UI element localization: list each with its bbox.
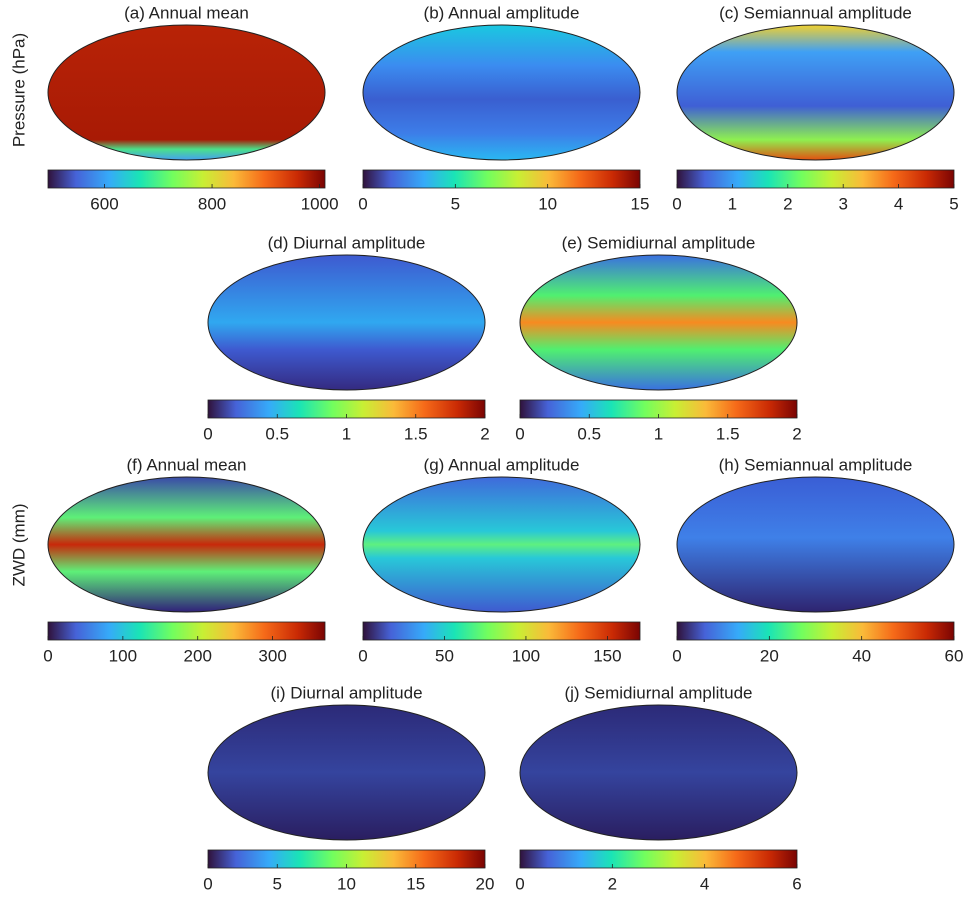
panel-title: (h) Semiannual amplitude <box>719 455 913 474</box>
panel-title: (f) Annual mean <box>126 455 246 474</box>
panel-title: (g) Annual amplitude <box>424 455 580 474</box>
colorbar-tick-label: 3 <box>838 194 847 213</box>
colorbar-tick-label: 4 <box>894 194 903 213</box>
colorbar-tick-label: 40 <box>852 646 871 665</box>
map <box>676 24 955 161</box>
colorbar-tick-label: 1000 <box>301 194 339 213</box>
colorbar-tick-label: 5 <box>451 194 460 213</box>
map <box>519 704 798 841</box>
colorbar <box>676 621 955 641</box>
colorbar-tick-label: 300 <box>258 646 286 665</box>
map <box>207 704 486 841</box>
map <box>47 476 326 613</box>
colorbar-tick-label: 0 <box>358 194 367 213</box>
panel-title: (b) Annual amplitude <box>424 3 580 22</box>
colorbar-tick-label: 5 <box>273 874 282 893</box>
colorbar-tick-label: 4 <box>700 874 709 893</box>
colorbar-tick-label: 100 <box>512 646 540 665</box>
colorbar-tick-label: 100 <box>109 646 137 665</box>
colorbar-tick-label: 6 <box>792 874 801 893</box>
colorbar-tick-label: 10 <box>538 194 557 213</box>
colorbar-tick-label: 2 <box>480 424 489 443</box>
colorbar-tick-label: 800 <box>198 194 226 213</box>
panel-title: (e) Semidiurnal amplitude <box>562 233 756 252</box>
colorbar-tick-label: 0 <box>203 424 212 443</box>
row-label: ZWD (mm) <box>9 503 28 586</box>
colorbar <box>519 849 798 869</box>
colorbar <box>362 169 641 189</box>
colorbar-tick-label: 150 <box>593 646 621 665</box>
colorbar-tick-label: 2 <box>792 424 801 443</box>
colorbar-tick-label: 60 <box>945 646 964 665</box>
colorbar-tick-label: 1 <box>342 424 351 443</box>
colorbar-tick-label: 600 <box>90 194 118 213</box>
row-label: Pressure (hPa) <box>9 33 28 147</box>
colorbar-tick-label: 0 <box>358 646 367 665</box>
colorbar-tick-label: 2 <box>783 194 792 213</box>
colorbar-tick-label: 1.5 <box>404 424 428 443</box>
colorbar-tick-label: 1 <box>654 424 663 443</box>
colorbar-tick-label: 15 <box>406 874 425 893</box>
map <box>207 254 486 391</box>
colorbar-tick-label: 0.5 <box>265 424 289 443</box>
colorbar-tick-label: 0 <box>515 874 524 893</box>
map <box>47 24 326 161</box>
colorbar <box>47 169 326 189</box>
colorbar-tick-label: 0.5 <box>577 424 601 443</box>
panel-title: (d) Diurnal amplitude <box>268 233 426 252</box>
panel-title: (j) Semidiurnal amplitude <box>564 683 752 702</box>
map <box>676 476 955 613</box>
colorbar-tick-label: 200 <box>184 646 212 665</box>
colorbar-tick-label: 10 <box>337 874 356 893</box>
colorbar <box>362 621 641 641</box>
colorbar-tick-label: 20 <box>760 646 779 665</box>
colorbar-tick-label: 0 <box>515 424 524 443</box>
colorbar-tick-label: 15 <box>631 194 650 213</box>
map <box>519 254 798 391</box>
colorbar-tick-label: 50 <box>435 646 454 665</box>
colorbar-tick-label: 0 <box>672 194 681 213</box>
panel-title: (i) Diurnal amplitude <box>270 683 422 702</box>
colorbar-tick-label: 1.5 <box>716 424 740 443</box>
map <box>362 24 641 161</box>
colorbar-tick-label: 0 <box>43 646 52 665</box>
colorbar-tick-label: 1 <box>728 194 737 213</box>
colorbar-tick-label: 2 <box>608 874 617 893</box>
panel-title: (c) Semiannual amplitude <box>719 3 912 22</box>
map <box>362 476 641 613</box>
colorbar <box>676 169 955 189</box>
colorbar-tick-label: 5 <box>949 194 958 213</box>
panel-title: (a) Annual mean <box>124 3 249 22</box>
colorbar-tick-label: 0 <box>672 646 681 665</box>
colorbar-tick-label: 0 <box>203 874 212 893</box>
colorbar-tick-label: 20 <box>476 874 495 893</box>
colorbar <box>47 621 326 641</box>
